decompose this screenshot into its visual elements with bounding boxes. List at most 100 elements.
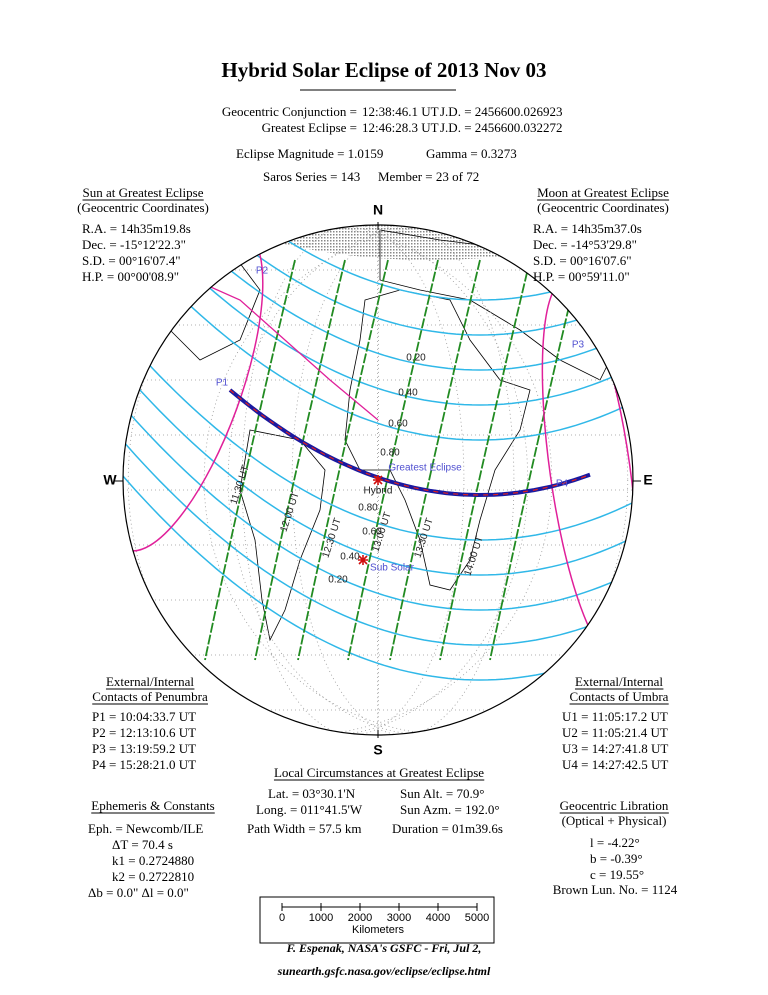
time-line <box>254 259 346 661</box>
scale-label: 5000 <box>465 912 489 924</box>
magnitude-curve <box>123 402 633 611</box>
time-line <box>297 259 389 661</box>
block-subtitle: Contacts of Penumbra <box>92 689 208 704</box>
central-line <box>229 389 591 496</box>
header-value: J.D. = 2456600.032272 <box>440 120 563 135</box>
header-value: 12:38:46.1 UT <box>362 104 439 119</box>
block-line: H.P. = 00°00'08.9" <box>82 269 179 284</box>
header-value: Member = 23 of 72 <box>378 169 479 184</box>
block-line: k1 = 0.2724880 <box>112 853 194 868</box>
block-subtitle: Contacts of Umbra <box>570 689 669 704</box>
block-line: Δb = 0.0" Δl = 0.0" <box>88 885 189 900</box>
block-title: Sun at Greatest Eclipse <box>83 185 204 200</box>
star-marker <box>373 475 383 485</box>
block-line: U1 = 11:05:17.2 UT <box>562 709 668 724</box>
magnitude-label: 0.80 <box>358 503 378 514</box>
block-line: H.P. = 00°59'11.0" <box>533 269 630 284</box>
magnitude-label: 0.40 <box>340 552 360 563</box>
local-value: Sun Azm. = 192.0° <box>400 802 500 817</box>
meridian <box>123 225 553 735</box>
block-line: R.A. = 14h35m37.0s <box>533 221 642 236</box>
magnitude-curve <box>123 437 633 646</box>
block-line: c = 19.55° <box>590 867 644 882</box>
contact-label: P1 <box>216 378 229 389</box>
local-value: Path Width = 57.5 km <box>247 821 362 836</box>
block-title: Local Circumstances at Greatest Eclipse <box>274 765 484 780</box>
globe <box>123 225 633 735</box>
meridian <box>127 225 529 735</box>
block-line: k2 = 0.2722810 <box>112 869 194 884</box>
header-label: Geocentric Conjunction = <box>222 104 357 119</box>
block-line: ΔT = 70.4 s <box>112 837 173 852</box>
magnitude-label: 0.20 <box>328 575 348 586</box>
credit: sunearth.gsfc.nasa.gov/eclipse/eclipse.h… <box>277 964 491 978</box>
magnitude-label: 0.20 <box>406 353 426 364</box>
header-label: Greatest Eclipse = <box>262 120 357 135</box>
block-line: b = -0.39° <box>590 851 643 866</box>
block-title: Ephemeris & Constants <box>91 798 215 813</box>
block-title: Moon at Greatest Eclipse <box>537 185 669 200</box>
time-line <box>204 259 296 661</box>
magnitude-curve <box>123 225 633 336</box>
compass-label: E <box>643 472 652 488</box>
block-line: P1 = 10:04:33.7 UT <box>92 709 196 724</box>
block-line: R.A. = 14h35m19.8s <box>82 221 191 236</box>
time-line <box>347 259 439 661</box>
contact-label: P4 <box>556 479 569 490</box>
magnitude-curve <box>123 232 633 441</box>
type-label: Hybrid <box>364 486 393 497</box>
block-subtitle: (Optical + Physical) <box>562 813 667 828</box>
compass-label: N <box>373 202 383 218</box>
header-value: 12:46:28.3 UT <box>362 120 439 135</box>
block-line: Dec. = -15°12'22.3" <box>82 237 186 252</box>
greatest-label: Greatest Eclipse <box>388 463 462 474</box>
block-subtitle: (Geocentric Coordinates) <box>77 200 209 215</box>
block-line: Brown Lun. No. = 1124 <box>553 882 678 897</box>
scale-label: 0 <box>279 912 285 924</box>
block-line: Dec. = -14°53'29.8" <box>533 237 637 252</box>
local-value: Duration = 01m39.6s <box>392 821 503 836</box>
local-value: Sun Alt. = 70.9° <box>400 786 484 801</box>
local-value: Lat. = 03°30.1'N <box>268 786 356 801</box>
magnitude-label: 0.60 <box>362 527 382 538</box>
contact-label: P2 <box>256 266 269 277</box>
block-title: External/Internal <box>575 674 663 689</box>
block-line: Eph. = Newcomb/ILE <box>88 821 203 836</box>
credit: F. Espenak, NASA's GSFC - Fri, Jul 2, <box>286 941 482 955</box>
star-marker <box>358 555 368 565</box>
time-line <box>389 259 481 661</box>
header-value: J.D. = 2456600.026923 <box>440 104 563 119</box>
block-subtitle: (Geocentric Coordinates) <box>537 200 669 215</box>
block-line: S.D. = 00°16'07.6" <box>533 253 632 268</box>
magnitude-curve <box>123 367 633 576</box>
compass-label: S <box>373 742 382 758</box>
block-line: P2 = 12:13:10.6 UT <box>92 725 196 740</box>
time-line <box>489 259 581 661</box>
local-value: Long. = 011°41.5'W <box>256 802 363 817</box>
contact-label: P3 <box>572 340 585 351</box>
header-value: Saros Series = 143 <box>263 169 360 184</box>
block-line: S.D. = 00°16'07.4" <box>82 253 181 268</box>
scale-label: 3000 <box>387 912 411 924</box>
meridian <box>241 225 465 735</box>
block-line: l = -4.22° <box>590 835 640 850</box>
scale-label: 2000 <box>348 912 372 924</box>
header-value: Gamma = 0.3273 <box>426 146 517 161</box>
coastline <box>239 429 326 642</box>
magnitude-label: 0.80 <box>380 448 400 459</box>
time-line <box>439 259 531 661</box>
scale-label: 4000 <box>426 912 450 924</box>
meridian <box>227 225 629 735</box>
block-line: U4 = 14:27:42.5 UT <box>562 757 668 772</box>
header-value: Eclipse Magnitude = 1.0159 <box>236 146 383 161</box>
scale-label: 1000 <box>309 912 333 924</box>
scale-box <box>259 896 495 944</box>
magnitude-curve <box>123 332 633 541</box>
block-line: P3 = 13:19:59.2 UT <box>92 741 196 756</box>
scale-unit: Kilometers <box>352 924 404 936</box>
subsolar-label: Sub Solar <box>370 563 415 574</box>
compass-label: W <box>103 472 117 488</box>
magnitude-label: 0.60 <box>388 419 408 430</box>
block-line: U2 = 11:05:21.4 UT <box>562 725 668 740</box>
